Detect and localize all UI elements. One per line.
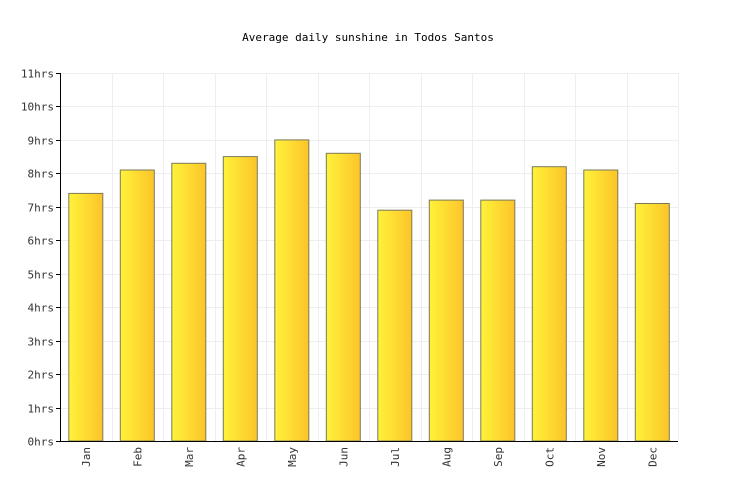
grid-lines — [60, 73, 679, 441]
chart-title: Average daily sunshine in Todos Santos — [242, 31, 494, 44]
y-tick-label: 3hrs — [28, 336, 55, 349]
bar-apr — [222, 156, 258, 442]
bar-feb — [119, 169, 155, 442]
y-tick-label: 4hrs — [28, 302, 55, 315]
y-tick-label: 5hrs — [28, 269, 55, 282]
y-tick-label: 0hrs — [28, 436, 55, 449]
bar-sep — [480, 199, 516, 442]
y-tick-label: 6hrs — [28, 235, 55, 248]
x-tick-label: Feb — [131, 447, 144, 467]
bar-jan — [68, 192, 104, 442]
bar-dec — [634, 203, 670, 442]
bar-mar — [171, 162, 207, 442]
bar-jun — [325, 152, 361, 442]
y-tick-label: 10hrs — [21, 101, 54, 114]
x-tick-labels: Jan Feb Mar Apr May Jun Jul Aug Sep Oct Nov Dec — [80, 447, 660, 467]
bar-may — [274, 139, 310, 442]
bars — [68, 139, 670, 442]
x-tick-label: Jul — [389, 447, 402, 467]
x-tick-label: Mar — [183, 447, 196, 467]
y-tick-label: 11hrs — [21, 68, 54, 81]
bar-jul — [377, 209, 413, 442]
x-tick-label: Jan — [80, 447, 93, 467]
x-tick-label: Sep — [492, 447, 505, 467]
y-tick-labels: 0hrs 1hrs 2hrs 3hrs 4hrs 5hrs 6hrs 7hrs 8hrs 9hrs… — [21, 68, 54, 449]
x-tick-label: May — [286, 447, 299, 467]
x-tick-label: Jun — [337, 447, 350, 467]
bar-oct — [531, 166, 567, 442]
bar-nov — [583, 169, 619, 442]
bar-aug — [428, 199, 464, 442]
y-tick-label: 7hrs — [28, 202, 55, 215]
x-tick-label: Aug — [440, 447, 453, 467]
y-tick-label: 8hrs — [28, 168, 55, 181]
x-tick-label: Nov — [595, 447, 608, 467]
y-tick-label: 2hrs — [28, 369, 55, 382]
y-tick-label: 9hrs — [28, 135, 55, 148]
axes — [56, 73, 678, 442]
y-tick-label: 1hrs — [28, 403, 55, 416]
x-tick-label: Oct — [543, 447, 556, 467]
x-tick-label: Dec — [646, 447, 659, 467]
x-tick-label: Apr — [234, 447, 247, 467]
